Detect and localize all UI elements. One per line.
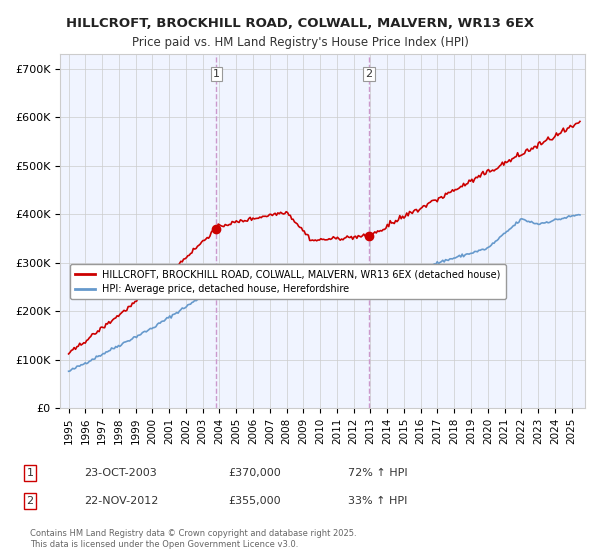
Text: 22-NOV-2012: 22-NOV-2012 xyxy=(84,496,158,506)
Text: 33% ↑ HPI: 33% ↑ HPI xyxy=(348,496,407,506)
Text: 1: 1 xyxy=(213,69,220,79)
Text: 2: 2 xyxy=(365,69,372,79)
Text: Price paid vs. HM Land Registry's House Price Index (HPI): Price paid vs. HM Land Registry's House … xyxy=(131,36,469,49)
Legend: HILLCROFT, BROCKHILL ROAD, COLWALL, MALVERN, WR13 6EX (detached house), HPI: Ave: HILLCROFT, BROCKHILL ROAD, COLWALL, MALV… xyxy=(70,264,506,299)
Text: Contains HM Land Registry data © Crown copyright and database right 2025.
This d: Contains HM Land Registry data © Crown c… xyxy=(30,529,356,549)
Text: £370,000: £370,000 xyxy=(228,468,281,478)
Text: 23-OCT-2003: 23-OCT-2003 xyxy=(84,468,157,478)
Text: £355,000: £355,000 xyxy=(228,496,281,506)
Text: 2: 2 xyxy=(26,496,34,506)
Text: HILLCROFT, BROCKHILL ROAD, COLWALL, MALVERN, WR13 6EX: HILLCROFT, BROCKHILL ROAD, COLWALL, MALV… xyxy=(66,17,534,30)
Text: 1: 1 xyxy=(26,468,34,478)
Text: 72% ↑ HPI: 72% ↑ HPI xyxy=(348,468,407,478)
